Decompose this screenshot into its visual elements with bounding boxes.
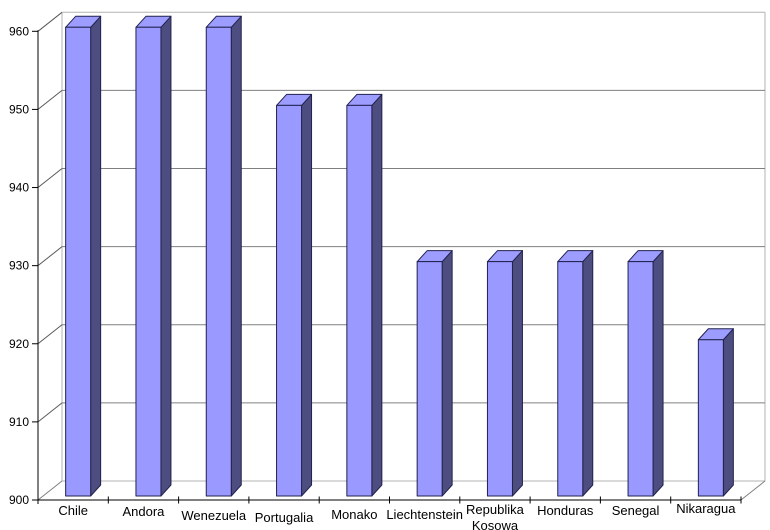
x-label-portugalia: Portugalia: [255, 510, 314, 525]
bar-front-face: [276, 104, 303, 497]
bar-front-face: [627, 261, 654, 497]
bar-side-face: [160, 15, 172, 497]
y-label-950: 950: [9, 102, 29, 116]
tick-connector-960: [37, 11, 63, 32]
bar-front-face: [346, 104, 373, 497]
bar-portugalia: [276, 93, 313, 497]
bar-front-face: [135, 26, 162, 497]
tick-connector-920: [37, 324, 63, 345]
tick-connector-950: [37, 90, 63, 110]
x-label-wenezuela: Wenezuela: [181, 508, 247, 523]
x-axis-labels: Chile Andora Wenezuela Portugalia Monako Liec…: [58, 501, 736, 530]
bar-side-face: [722, 328, 734, 497]
x-label-republika: Republika: [466, 502, 525, 517]
tick-connector-940: [37, 168, 63, 188]
y-label-930: 930: [9, 259, 29, 273]
bar-senegal: [627, 250, 664, 497]
x-label-honduras: Honduras: [537, 503, 594, 518]
y-axis-labels: 900 910 920 930 940 950 960: [9, 24, 29, 507]
bars: [65, 15, 734, 497]
bar-front-face: [557, 261, 584, 497]
tick-connector-910: [37, 402, 63, 423]
bar-front-face: [205, 26, 232, 497]
bar-andora: [135, 15, 172, 497]
bar-honduras: [557, 250, 594, 497]
bar-chile: [65, 15, 102, 497]
bar-side-face: [652, 250, 664, 497]
tick-connectors: [37, 11, 766, 501]
x-label-monako: Monako: [331, 507, 377, 522]
axes: [32, 30, 742, 504]
x-label-kosowa: Kosowa: [472, 518, 519, 530]
y-label-910: 910: [9, 415, 29, 429]
bar-liechtenstein: [416, 250, 453, 497]
y-label-960: 960: [9, 24, 29, 38]
y-label-920: 920: [9, 337, 29, 351]
bar-front-face: [65, 26, 92, 497]
x-label-senegal: Senegal: [612, 503, 660, 518]
bar-monako: [346, 93, 383, 497]
bar-nikaragua: [697, 328, 734, 497]
x-label-andora: Andora: [122, 504, 165, 519]
bar-front-face: [697, 339, 724, 497]
y-label-940: 940: [9, 181, 29, 195]
tick-connector-900: [37, 480, 63, 501]
bar-side-face: [441, 250, 453, 497]
bar-front-face: [416, 261, 443, 497]
bar-republika: [486, 250, 523, 497]
corner-connector-right: [740, 480, 766, 501]
bar-side-face: [582, 250, 594, 497]
bar-side-face: [511, 250, 523, 497]
bar-front-face: [486, 261, 513, 497]
x-label-liechtenstein: Liechtenstein: [386, 507, 463, 522]
bar-side-face: [301, 93, 313, 497]
bar-side-face: [90, 15, 102, 497]
x-label-chile: Chile: [58, 503, 88, 518]
bar-wenezuela: [205, 15, 242, 497]
bar-side-face: [230, 15, 242, 497]
y-label-900: 900: [9, 493, 29, 507]
x-label-nikaragua: Nikaragua: [676, 501, 736, 516]
bar-side-face: [371, 93, 383, 497]
tick-connector-930: [37, 246, 63, 267]
